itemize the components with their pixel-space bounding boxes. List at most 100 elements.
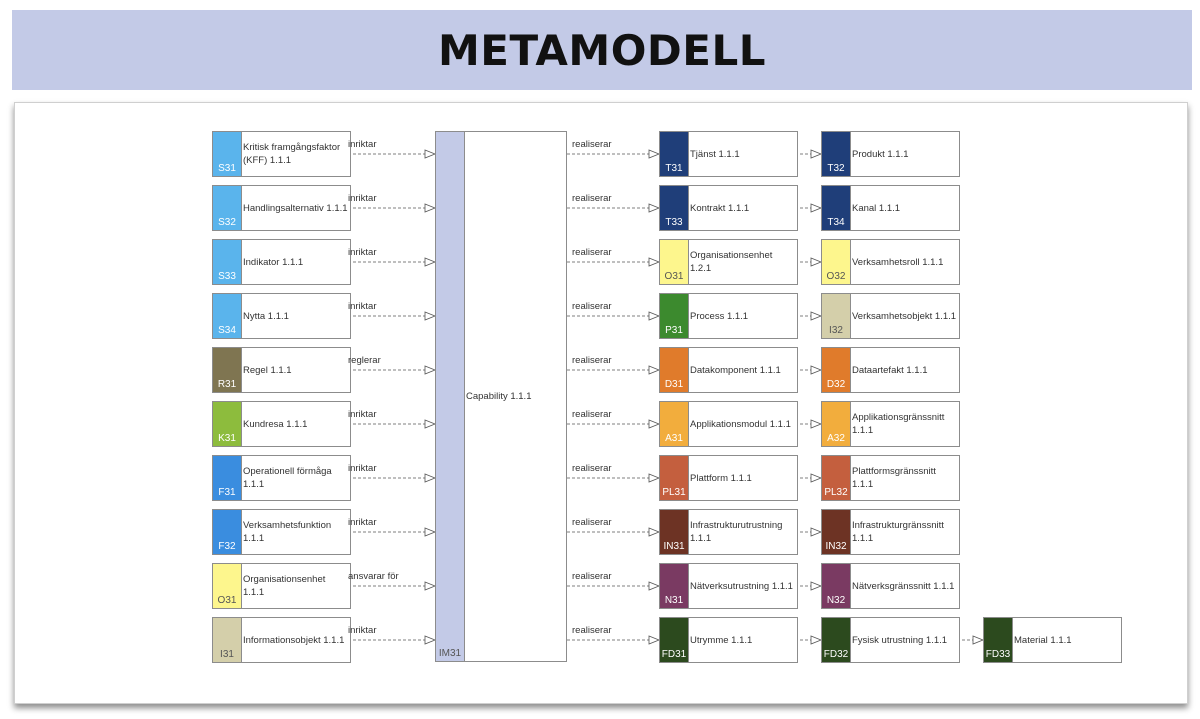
- connector-left-2-head: [424, 257, 437, 267]
- right-node-p31[interactable]: P31 Process 1.1.1: [659, 293, 798, 339]
- right-node-o31[interactable]: O31 Organisationsenhet 1.2.1: [659, 239, 798, 285]
- relation-label: inriktar: [348, 409, 377, 420]
- left-node-i31[interactable]: I31 Informationsobjekt 1.1.1: [212, 617, 351, 663]
- right-node-pl31[interactable]: PL31 Plattform 1.1.1: [659, 455, 798, 501]
- node-label: Indikator 1.1.1: [243, 256, 304, 268]
- node-label: Material 1.1.1: [1014, 634, 1072, 646]
- left-node-r31[interactable]: R31 Regel 1.1.1: [212, 347, 351, 393]
- node-label: Tjänst 1.1.1: [690, 148, 740, 160]
- node-code: A32: [827, 433, 845, 444]
- right-node-t31[interactable]: T31 Tjänst 1.1.1: [659, 131, 798, 177]
- node-label: Dataartefakt 1.1.1: [852, 364, 928, 376]
- connector-left-5-head: [424, 419, 437, 429]
- left-node-s32[interactable]: S32 Handlingsalternativ 1.1.1: [212, 185, 351, 231]
- relation-label: realiserar: [572, 301, 612, 312]
- node-label: Kritisk framgångsfaktor (KFF) 1.1.1: [243, 142, 341, 166]
- node-label: Utrymme 1.1.1: [690, 634, 753, 646]
- node-label: Nätverksgränssnitt 1.1.1: [852, 580, 955, 592]
- node-code: D32: [826, 379, 846, 390]
- right-node-in31[interactable]: IN31 Infrastrukturutrustning 1.1.1: [659, 509, 798, 555]
- left-node-s31[interactable]: S31 Kritisk framgångsfaktor (KFF) 1.1.1: [212, 131, 351, 177]
- node-label: Produkt 1.1.1: [852, 148, 909, 160]
- right-node-fd33[interactable]: FD33 Material 1.1.1: [983, 617, 1122, 663]
- right-node-fd31[interactable]: FD31 Utrymme 1.1.1: [659, 617, 798, 663]
- connector-pair-9-head: [810, 635, 823, 645]
- node-code: I32: [829, 325, 843, 336]
- node-label: Plattformsgränssnitt 1.1.1: [852, 466, 936, 490]
- node-color-tag: [660, 348, 689, 392]
- connector-left-8-head: [424, 581, 437, 591]
- capability-node[interactable]: IM31 Capability 1.1.1: [435, 131, 567, 662]
- right-node-n31[interactable]: N31 Nätverksutrustning 1.1.1: [659, 563, 798, 609]
- connector-right-4-head: [648, 365, 661, 375]
- node-label: Plattform 1.1.1: [690, 472, 752, 484]
- right-node-in32[interactable]: IN32 Infrastrukturgränssnitt 1.1.1: [821, 509, 960, 555]
- node-code: O31: [217, 595, 237, 606]
- node-label: Fysisk utrustning 1.1.1: [852, 634, 948, 646]
- node-code: R31: [217, 379, 237, 390]
- node-code: PL31: [662, 487, 686, 498]
- node-label: Infrastrukturutrustning 1.1.1: [690, 520, 783, 544]
- right-node-n32[interactable]: N32 Nätverksgränssnitt 1.1.1: [821, 563, 960, 609]
- connector-left-1-head: [424, 203, 437, 213]
- node-label: Kundresa 1.1.1: [243, 418, 308, 430]
- right-node-d31[interactable]: D31 Datakomponent 1.1.1: [659, 347, 798, 393]
- right-node-t34[interactable]: T34 Kanal 1.1.1: [821, 185, 960, 231]
- left-node-f32[interactable]: F32 Verksamhetsfunktion 1.1.1: [212, 509, 351, 555]
- node-color-tag: [984, 618, 1013, 662]
- node-color-tag: [660, 456, 689, 500]
- connector-left-7-head: [424, 527, 437, 537]
- node-code: FD33: [985, 649, 1011, 660]
- right-node-d32[interactable]: D32 Dataartefakt 1.1.1: [821, 347, 960, 393]
- right-node-i32[interactable]: I32 Verksamhetsobjekt 1.1.1: [821, 293, 960, 339]
- connector-right-6-head: [648, 473, 661, 483]
- node-code: I31: [220, 649, 234, 660]
- right-node-pl32[interactable]: PL32 Plattformsgränssnitt 1.1.1: [821, 455, 960, 501]
- left-node-f31[interactable]: F31 Operationell förmåga 1.1.1: [212, 455, 351, 501]
- right-node-t33[interactable]: T33 Kontrakt 1.1.1: [659, 185, 798, 231]
- relation-label: realiserar: [572, 355, 612, 366]
- right-node-t32[interactable]: T32 Produkt 1.1.1: [821, 131, 960, 177]
- left-node-o31[interactable]: O31 Organisationsenhet 1.1.1: [212, 563, 351, 609]
- node-code: S31: [218, 163, 236, 174]
- node-color-tag: [822, 456, 851, 500]
- node-label: Kontrakt 1.1.1: [690, 202, 750, 214]
- node-color-tag: [822, 132, 851, 176]
- node-code: IM31: [438, 648, 462, 659]
- node-label: Capability 1.1.1: [466, 391, 532, 402]
- left-node-s34[interactable]: S34 Nytta 1.1.1: [212, 293, 351, 339]
- node-code: T31: [665, 163, 683, 174]
- node-label: Applikationsmodul 1.1.1: [690, 418, 791, 430]
- right-node-a32[interactable]: A32 Applikationsgränssnitt 1.1.1: [821, 401, 960, 447]
- right-node-fd32[interactable]: FD32 Fysisk utrustning 1.1.1: [821, 617, 960, 663]
- node-color-tag: [660, 510, 689, 554]
- node-color-tag: [213, 240, 242, 284]
- connector-right-7-head: [648, 527, 661, 537]
- node-code: N31: [664, 595, 684, 606]
- node-color-tag: [822, 618, 851, 662]
- relation-label: realiserar: [572, 625, 612, 636]
- left-node-s33[interactable]: S33 Indikator 1.1.1: [212, 239, 351, 285]
- right-node-o32[interactable]: O32 Verksamhetsroll 1.1.1: [821, 239, 960, 285]
- page-title: METAMODELL: [438, 25, 766, 75]
- relation-label: inriktar: [348, 139, 377, 150]
- node-color-tag: [213, 510, 242, 554]
- node-code: S33: [218, 271, 236, 282]
- node-code: P31: [665, 325, 683, 336]
- node-color-tag: [822, 240, 851, 284]
- node-code: IN32: [825, 541, 847, 552]
- node-color-tag: [660, 618, 689, 662]
- node-code: F31: [218, 487, 236, 498]
- node-label: Organisationsenhet 1.2.1: [690, 250, 773, 274]
- right-node-a31[interactable]: A31 Applikationsmodul 1.1.1: [659, 401, 798, 447]
- node-color-tag: [822, 186, 851, 230]
- relation-label: realiserar: [572, 139, 612, 150]
- left-node-k31[interactable]: K31 Kundresa 1.1.1: [212, 401, 351, 447]
- node-code: F32: [218, 541, 236, 552]
- node-code: PL32: [824, 487, 848, 498]
- connector-right-9-head: [648, 635, 661, 645]
- node-code: FD31: [661, 649, 687, 660]
- node-color-tag: [822, 348, 851, 392]
- node-color-tag: [213, 456, 242, 500]
